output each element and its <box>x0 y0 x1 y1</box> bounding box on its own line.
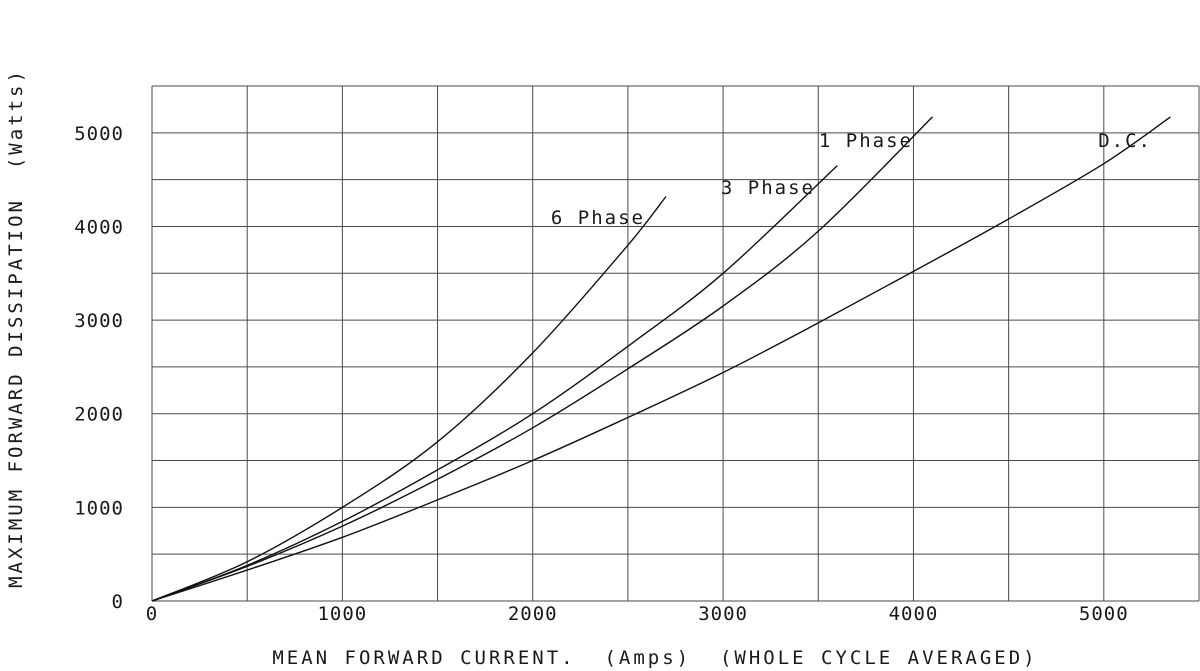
y-tick-label: 0 <box>112 591 124 613</box>
series-line-d-c <box>151 116 1171 602</box>
y-tick-label: 4000 <box>74 216 124 238</box>
series-label-1-phase: 1 Phase <box>819 130 913 152</box>
y-tick-labels: 0 1000 2000 3000 4000 5000 <box>74 123 124 613</box>
x-tick-label: 1000 <box>317 603 367 625</box>
series-line-6-phase <box>151 196 667 602</box>
series-label-6-phase: 6 Phase <box>551 207 645 229</box>
series-curves <box>151 116 1171 602</box>
series-line-3-phase <box>151 165 838 602</box>
x-tick-labels: 0 1000 2000 3000 4000 5000 <box>146 603 1129 625</box>
x-tick-label: 5000 <box>1079 603 1129 625</box>
y-tick-label: 2000 <box>74 404 124 426</box>
y-tick-label: 5000 <box>74 123 124 145</box>
series-label-d-c: D.C. <box>1098 130 1152 152</box>
grid <box>151 85 1200 602</box>
x-axis-label: MEAN FORWARD CURRENT. (Amps) (WHOLE CYCL… <box>272 647 1037 669</box>
series-labels: 6 Phase 3 Phase 1 Phase D.C. <box>551 130 1152 229</box>
y-axis-label: MAXIMUM FORWARD DISSIPATION (Watts) <box>5 68 27 588</box>
y-tick-label: 1000 <box>74 497 124 519</box>
series-line-1-phase <box>151 116 933 602</box>
x-tick-label: 0 <box>146 603 158 625</box>
series-label-3-phase: 3 Phase <box>721 177 815 199</box>
x-tick-label: 3000 <box>698 603 748 625</box>
x-tick-label: 4000 <box>889 603 939 625</box>
y-tick-label: 3000 <box>74 310 124 332</box>
x-tick-label: 2000 <box>508 603 558 625</box>
